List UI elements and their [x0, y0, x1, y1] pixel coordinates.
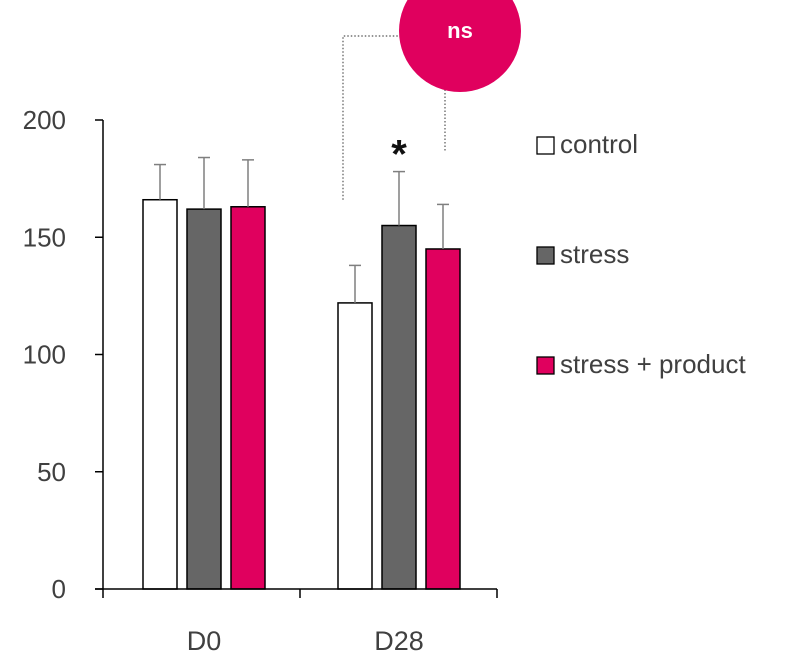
y-tick-label-200: 200 — [23, 105, 66, 135]
legend-swatch-0 — [536, 136, 555, 155]
legend-label-1: stress — [560, 239, 629, 269]
bar-d28-2 — [425, 248, 461, 590]
y-tick-label-50: 50 — [37, 457, 66, 487]
category-label-d28: D28 — [374, 626, 424, 656]
annotations-group: * ns — [342, 0, 521, 200]
legend-label-0: control — [560, 129, 638, 159]
y-tick-label-100: 100 — [23, 340, 66, 370]
bar-d28-0 — [337, 302, 373, 590]
legend: control stress stress + product — [536, 129, 746, 379]
x-category-labels: D0 D28 — [187, 626, 424, 656]
legend-label-2: stress + product — [560, 349, 746, 379]
ns-badge — [399, 0, 521, 92]
ns-label: ns — [447, 18, 473, 43]
bars-group — [142, 198, 461, 590]
y-tick-label-150: 150 — [23, 222, 66, 252]
error-bars-group — [154, 156, 449, 303]
legend-swatch-2 — [536, 356, 555, 375]
significance-star: * — [391, 133, 407, 177]
legend-swatch-1 — [536, 246, 555, 265]
bar-d0-1 — [186, 208, 222, 590]
ns-bracket-right — [440, 79, 446, 151]
bar-d28-1 — [381, 224, 417, 590]
axes-group — [95, 119, 498, 598]
bar-d0-0 — [142, 198, 178, 590]
y-tick-label-0: 0 — [52, 574, 66, 604]
y-tick-labels: 0 50 100 150 200 — [23, 105, 66, 604]
bar-d0-2 — [230, 206, 266, 590]
category-label-d0: D0 — [187, 626, 222, 656]
